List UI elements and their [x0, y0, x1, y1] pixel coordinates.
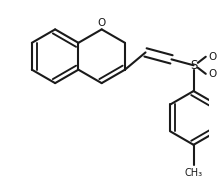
Text: O: O [208, 52, 216, 62]
Text: CH₃: CH₃ [184, 168, 203, 178]
Text: O: O [208, 69, 216, 79]
Text: S: S [190, 59, 197, 72]
Text: O: O [97, 18, 106, 28]
